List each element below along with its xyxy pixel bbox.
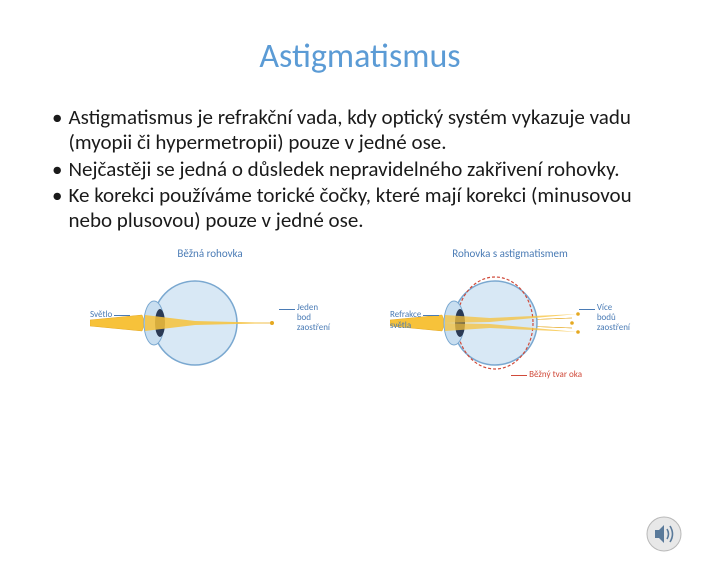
diagram-left-panel: Běžná rohovka Světlo Jeden bod zaostření [90,247,330,378]
bullet-text: Astigmatismus je refrakční vada, kdy opt… [68,105,668,155]
light-label-right: Refrakce světla [390,309,421,331]
bullet-marker: • [52,183,62,233]
bullet-text: Ke korekci používáme torické čočky, kter… [68,183,668,233]
bullet-content: • Astigmatismus je refrakční vada, kdy o… [52,105,668,233]
diagram-right-panel: Rohovka s astigmatismem Refrakce světla … [390,247,630,378]
speaker-icon [646,516,682,552]
focus-label-left: Jeden bod zaostření [297,303,330,333]
bullet-text: Nejčastěji se jedná o důsledek nepravide… [68,157,619,182]
bullet-item: • Astigmatismus je refrakční vada, kdy o… [52,105,668,155]
bullet-item: • Ke korekci používáme torické čočky, kt… [52,183,668,233]
diagram-right-title: Rohovka s astigmatismem [390,247,630,260]
eye-normal-diagram [90,268,330,378]
diagram-left-title: Běžná rohovka [90,247,330,260]
page-title: Astigmatismus [0,36,720,77]
bullet-item: • Nejčastěji se jedná o důsledek nepravi… [52,157,668,182]
bullet-marker: • [52,105,62,155]
bullet-marker: • [52,157,62,182]
eye-astigmatism-diagram [390,268,630,378]
diagram-area: Běžná rohovka Světlo Jeden bod zaostření… [0,247,720,378]
light-label-left: Světlo [90,309,112,320]
focus-label-right: Více bodů zaostření [597,303,630,333]
bottom-label-right: Běžný tvar oka [529,369,582,380]
